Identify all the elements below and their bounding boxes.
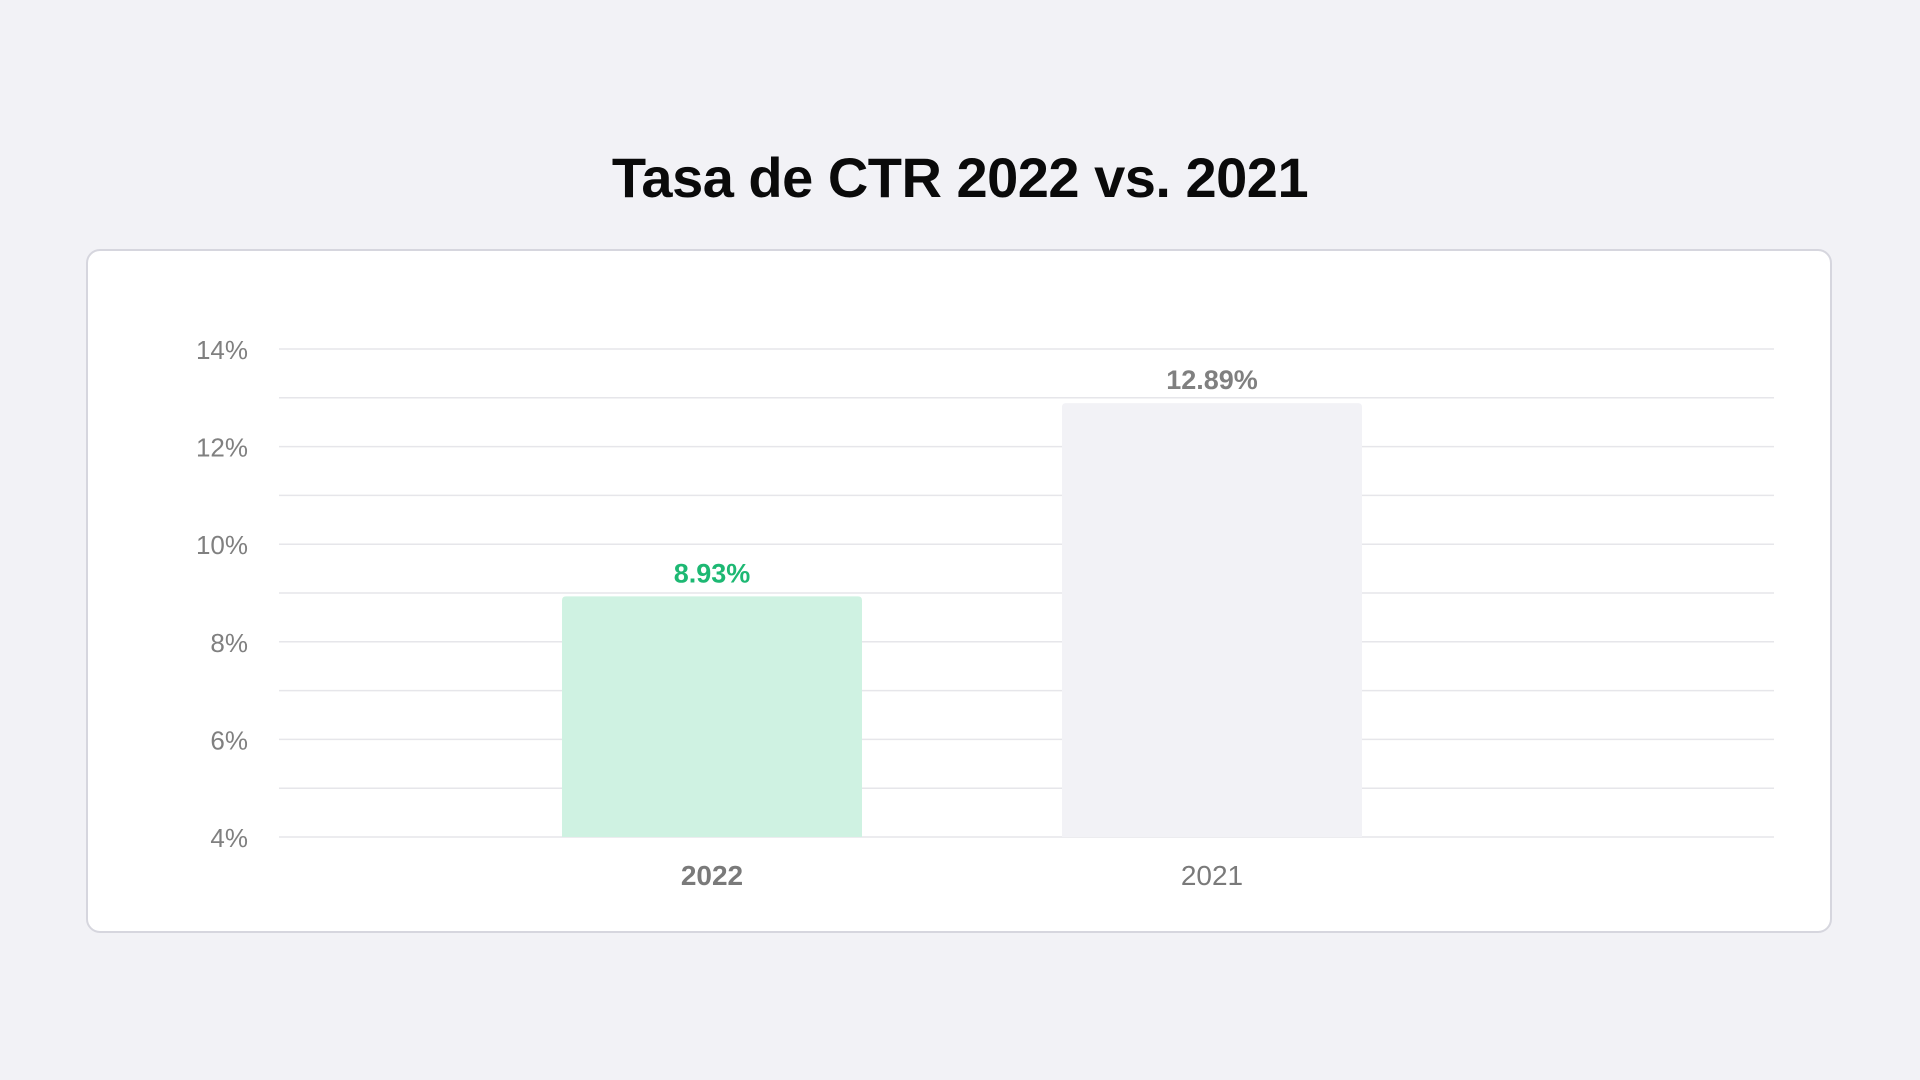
y-tick-label: 6% — [210, 725, 248, 755]
y-tick-label: 14% — [196, 335, 248, 365]
category-label-2021: 2021 — [1181, 860, 1243, 891]
y-tick-label: 4% — [210, 823, 248, 853]
value-label-2021: 12.89% — [1166, 365, 1258, 395]
category-label-2022: 2022 — [681, 860, 743, 891]
bar-2021 — [1062, 403, 1362, 837]
chart-card: 14% 12% 10% 8% 6% 4% 8.93% 2022 12.89% 2021 — [86, 249, 1832, 933]
bar-2022 — [562, 596, 862, 837]
chart-title: Tasa de CTR 2022 vs. 2021 — [611, 146, 1309, 209]
value-label-2022: 8.93% — [674, 558, 751, 588]
y-tick-label: 8% — [210, 628, 248, 658]
y-tick-label: 12% — [196, 433, 248, 463]
bar-chart: 14% 12% 10% 8% 6% 4% 8.93% 2022 12.89% 2021 — [196, 335, 1774, 891]
y-tick-label: 10% — [196, 530, 248, 560]
